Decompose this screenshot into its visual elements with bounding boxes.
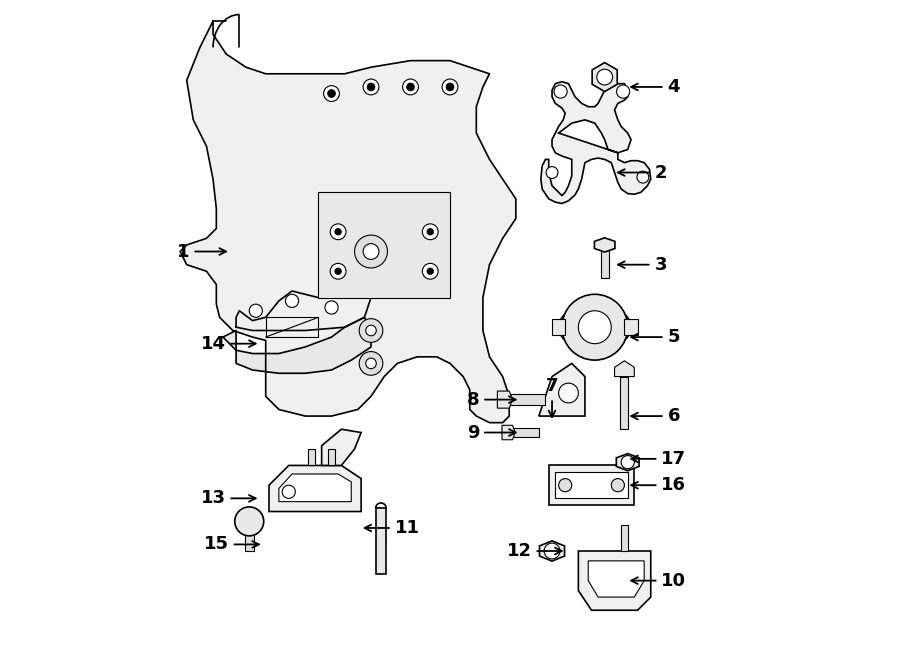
Text: 15: 15 (203, 535, 259, 553)
Circle shape (365, 358, 376, 369)
Circle shape (355, 235, 388, 268)
Text: 14: 14 (201, 334, 256, 353)
Bar (549, 465, 634, 505)
Circle shape (427, 268, 434, 274)
Text: 7: 7 (545, 377, 558, 417)
Text: 11: 11 (364, 519, 419, 537)
Circle shape (335, 229, 341, 235)
Text: 1: 1 (177, 243, 226, 260)
Polygon shape (539, 364, 585, 416)
Circle shape (422, 263, 438, 279)
Circle shape (324, 86, 339, 101)
Text: 4: 4 (631, 78, 680, 96)
Circle shape (407, 83, 415, 91)
Circle shape (249, 304, 263, 317)
Polygon shape (616, 453, 639, 471)
Text: 17: 17 (631, 450, 687, 468)
Bar (552, 319, 565, 335)
Circle shape (335, 268, 341, 274)
Bar (600, 249, 608, 278)
Circle shape (283, 485, 295, 498)
Circle shape (365, 325, 376, 336)
Circle shape (559, 479, 572, 492)
Polygon shape (502, 425, 515, 440)
Circle shape (330, 224, 346, 240)
Polygon shape (539, 541, 564, 561)
Circle shape (427, 229, 434, 235)
Circle shape (359, 352, 382, 375)
Polygon shape (269, 465, 361, 512)
Circle shape (442, 79, 458, 95)
Circle shape (446, 83, 454, 91)
Bar (512, 428, 539, 437)
Polygon shape (594, 238, 615, 252)
Bar (509, 395, 545, 405)
Circle shape (559, 383, 579, 403)
Circle shape (285, 294, 299, 307)
Circle shape (616, 85, 630, 98)
Circle shape (422, 224, 438, 240)
Bar (375, 508, 386, 574)
Circle shape (597, 69, 613, 85)
Circle shape (367, 83, 375, 91)
Polygon shape (592, 63, 617, 92)
Text: 10: 10 (631, 572, 687, 590)
Polygon shape (279, 474, 351, 502)
Polygon shape (180, 21, 516, 422)
Polygon shape (541, 82, 651, 204)
Circle shape (363, 244, 379, 259)
Text: 13: 13 (201, 489, 256, 508)
Text: 9: 9 (467, 424, 516, 442)
Polygon shape (223, 317, 371, 373)
Bar (309, 449, 315, 465)
Bar (328, 449, 335, 465)
Text: 5: 5 (631, 328, 680, 346)
Circle shape (363, 79, 379, 95)
Circle shape (544, 543, 560, 559)
Circle shape (359, 319, 382, 342)
Bar (319, 192, 450, 297)
Bar (621, 525, 627, 551)
Polygon shape (589, 561, 644, 597)
Bar (620, 377, 628, 429)
Polygon shape (498, 391, 512, 408)
Text: 3: 3 (618, 256, 667, 274)
Circle shape (328, 90, 336, 97)
Text: 2: 2 (618, 163, 667, 182)
Bar (245, 522, 254, 551)
Text: 12: 12 (507, 542, 562, 560)
Text: 6: 6 (631, 407, 680, 425)
Polygon shape (236, 278, 371, 330)
Circle shape (325, 301, 338, 314)
Polygon shape (579, 551, 651, 610)
Circle shape (546, 167, 558, 178)
Bar (625, 319, 637, 335)
Text: 16: 16 (631, 476, 687, 494)
Text: 8: 8 (467, 391, 516, 408)
Circle shape (402, 79, 418, 95)
Circle shape (554, 85, 567, 98)
Circle shape (621, 455, 634, 469)
Circle shape (330, 263, 346, 279)
Circle shape (562, 294, 627, 360)
Polygon shape (615, 361, 634, 377)
Bar (555, 472, 627, 498)
Circle shape (579, 311, 611, 344)
Polygon shape (321, 429, 361, 465)
Circle shape (235, 507, 264, 536)
Circle shape (611, 479, 625, 492)
Circle shape (637, 171, 649, 183)
